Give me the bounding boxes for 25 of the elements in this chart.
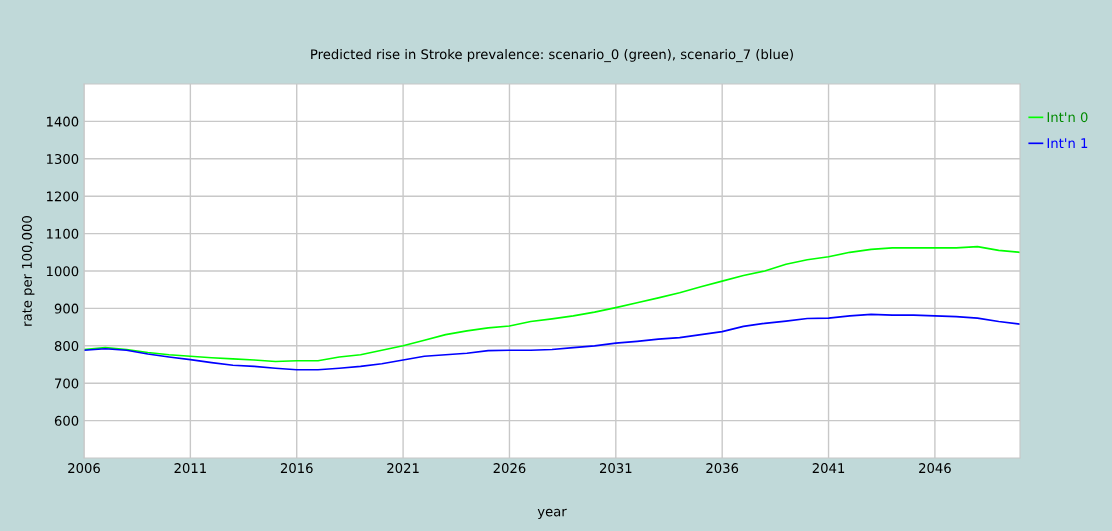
y-tick-label: 1200	[47, 191, 79, 202]
x-tick-label: 2021	[387, 463, 419, 474]
y-axis-title: rate per 100,000	[21, 216, 35, 326]
y-tick-label: 1000	[47, 266, 79, 277]
chart-title: Predicted rise in Stroke prevalence: scenario_0 (green), scenario_7 (blue)	[311, 48, 793, 63]
x-tick-label: 2006	[68, 463, 100, 474]
y-tick-label: 1400	[47, 116, 79, 127]
legend-label: Int'n 1	[1047, 138, 1088, 148]
x-axis-title: year	[537, 508, 567, 519]
y-tick-label: 700	[55, 378, 79, 389]
line-series	[84, 313, 1020, 371]
x-tick-label: 2031	[600, 463, 632, 474]
x-tick-label: 2036	[706, 463, 739, 474]
y-tick-label: 900	[54, 303, 79, 314]
legend-label: Int'n 0	[1047, 112, 1088, 123]
x-tick-label: 2016	[280, 463, 313, 474]
y-tick-label: 1300	[47, 154, 79, 164]
line-series	[84, 245, 1020, 363]
x-tick-label: 2046	[919, 463, 951, 474]
x-tick-label: 2011	[174, 463, 206, 474]
y-tick-label: 600	[54, 415, 79, 426]
x-tick-label: 2041	[812, 463, 845, 474]
y-tick-label: 1100	[47, 228, 79, 239]
y-tick-label: 800	[54, 341, 79, 351]
x-tick-label: 2026	[493, 463, 526, 474]
